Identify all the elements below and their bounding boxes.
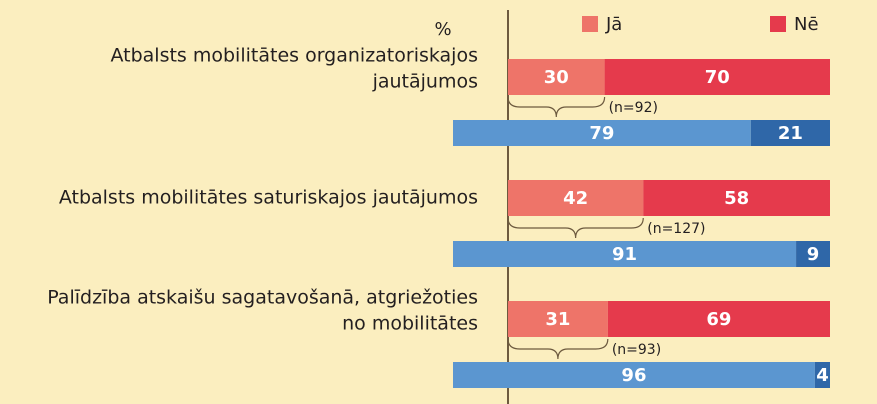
bar-segment	[508, 180, 644, 216]
bar-segment	[796, 241, 830, 267]
category-label: jautājumos	[372, 71, 478, 93]
brace	[507, 338, 609, 360]
unit-label: %	[434, 19, 451, 40]
category-label: Atbalsts mobilitātes organizatoriskajos	[110, 45, 478, 67]
value-label: 42	[563, 188, 588, 209]
brace	[507, 217, 644, 239]
annotation: (n=93)	[612, 342, 661, 358]
value-label: 9	[807, 244, 820, 265]
value-label: 70	[705, 67, 730, 88]
category-label: Palīdzība atskaišu sagatavošanā, atgriež…	[47, 287, 478, 309]
value-label: 79	[589, 123, 614, 144]
value-label: 58	[724, 188, 749, 209]
value-label: 30	[544, 67, 569, 88]
value-label: 4	[816, 365, 829, 386]
legend-swatch	[770, 16, 786, 32]
value-label: 96	[621, 365, 646, 386]
bar-segment	[750, 120, 830, 146]
bar-segment	[453, 362, 815, 388]
category-label: no mobilitātes	[342, 313, 478, 335]
bar-segment	[508, 301, 608, 337]
value-label: 21	[778, 123, 803, 144]
bar-segment	[508, 59, 605, 95]
category-label: Atbalsts mobilitātes saturiskajos jautāj…	[59, 187, 478, 209]
legend-swatch	[582, 16, 598, 32]
bar-segment	[814, 362, 830, 388]
bar-segment	[607, 301, 830, 337]
annotation: (n=127)	[647, 221, 705, 237]
bar-segment	[643, 180, 830, 216]
annotation: (n=92)	[609, 100, 658, 116]
value-label: 91	[612, 244, 637, 265]
brace	[507, 96, 606, 118]
legend-label: Jā	[605, 14, 622, 35]
bar-segment	[604, 59, 830, 95]
legend-label: Nē	[794, 14, 819, 35]
value-label: 69	[706, 309, 731, 330]
value-label: 31	[545, 309, 570, 330]
bar-segment	[453, 241, 797, 267]
bar-segment	[453, 120, 751, 146]
